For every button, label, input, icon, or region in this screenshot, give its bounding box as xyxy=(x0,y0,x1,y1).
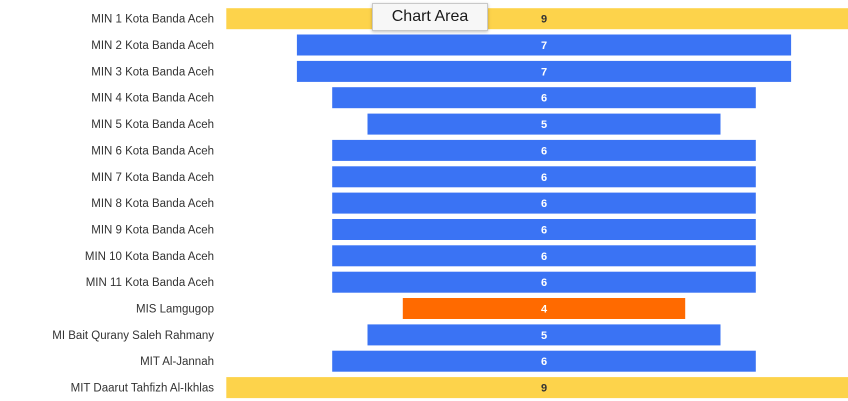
data-label-7: 6 xyxy=(541,172,547,184)
category-label-8: MIN 8 Kota Banda Aceh xyxy=(91,198,214,210)
bar-12[interactable] xyxy=(402,298,686,319)
category-label-14: MIT Al-Jannah xyxy=(140,356,214,368)
data-label-15: 9 xyxy=(541,383,547,395)
data-label-14: 6 xyxy=(541,356,547,368)
data-label-1: 9 xyxy=(541,14,547,26)
bar-1[interactable] xyxy=(226,8,848,30)
data-label-8: 6 xyxy=(541,198,547,210)
category-label-13: MI Bait Qurany Saleh Rahmany xyxy=(52,330,214,342)
category-label-3: MIN 3 Kota Banda Aceh xyxy=(91,66,214,78)
chart-area-tooltip: Chart Area xyxy=(372,3,488,31)
bar-15[interactable] xyxy=(226,377,848,399)
bar-11[interactable] xyxy=(332,271,756,293)
data-label-2: 7 xyxy=(541,40,547,52)
bar-9[interactable] xyxy=(332,219,756,240)
category-label-6: MIN 6 Kota Banda Aceh xyxy=(91,145,214,157)
bar-4[interactable] xyxy=(332,87,756,109)
data-label-5: 5 xyxy=(541,119,547,131)
bar-2[interactable] xyxy=(296,34,792,56)
data-label-12: 4 xyxy=(541,304,548,316)
category-label-11: MIN 11 Kota Banda Aceh xyxy=(86,277,214,289)
data-label-6: 6 xyxy=(541,145,547,157)
data-label-10: 6 xyxy=(541,251,547,263)
category-label-9: MIN 9 Kota Banda Aceh xyxy=(91,225,214,237)
data-label-9: 6 xyxy=(541,225,547,237)
category-label-15: MIT Daarut Tahfizh Al-Ikhlas xyxy=(71,383,215,395)
bar-13[interactable] xyxy=(367,324,721,346)
bar-7[interactable] xyxy=(332,166,756,188)
category-label-5: MIN 5 Kota Banda Aceh xyxy=(91,119,214,131)
data-label-4: 6 xyxy=(541,93,547,105)
bar-14[interactable] xyxy=(332,350,756,372)
bar-8[interactable] xyxy=(332,192,756,214)
data-label-13: 5 xyxy=(541,330,547,342)
category-label-12: MIS Lamgugop xyxy=(136,304,214,316)
bar-3[interactable] xyxy=(296,60,792,82)
category-label-2: MIN 2 Kota Banda Aceh xyxy=(91,40,214,52)
category-label-1: MIN 1 Kota Banda Aceh xyxy=(91,14,214,26)
category-label-10: MIN 10 Kota Banda Aceh xyxy=(85,251,214,263)
bar-6[interactable] xyxy=(332,139,756,161)
bar-5[interactable] xyxy=(367,113,721,135)
data-label-11: 6 xyxy=(541,277,547,289)
bar-10[interactable] xyxy=(332,245,756,267)
category-label-4: MIN 4 Kota Banda Aceh xyxy=(91,93,214,105)
data-label-3: 7 xyxy=(541,66,547,78)
category-label-7: MIN 7 Kota Banda Aceh xyxy=(91,172,214,184)
